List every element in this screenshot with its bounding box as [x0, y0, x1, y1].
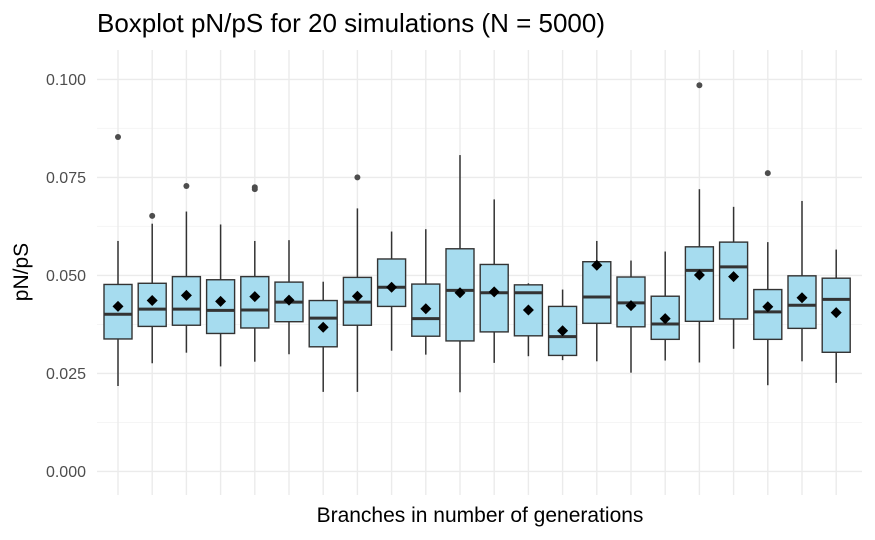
outlier-point — [354, 174, 361, 181]
mean-marker — [454, 287, 466, 299]
y-tick-label: 0.075 — [46, 170, 86, 187]
mean-marker — [420, 303, 432, 315]
outlier-point — [183, 183, 190, 190]
outlier-point — [115, 134, 121, 141]
mean-marker — [488, 286, 500, 298]
mean-marker — [796, 292, 808, 304]
box-group — [650, 251, 680, 361]
box-group — [787, 200, 817, 362]
outlier-point — [251, 186, 258, 193]
y-tick-label: 0.050 — [46, 268, 86, 285]
x-axis-title: Branches in number of generations — [317, 504, 644, 527]
mean-marker — [693, 269, 705, 281]
y-tick-label: 0.025 — [46, 366, 86, 383]
y-tick-label: 0.000 — [46, 464, 86, 481]
box-group — [376, 231, 407, 351]
box-group — [582, 240, 612, 362]
outlier-point — [764, 170, 771, 177]
boxes-layer — [103, 82, 851, 393]
mean-marker — [728, 271, 740, 283]
mean-marker — [659, 313, 671, 325]
box-group — [171, 183, 202, 353]
mean-marker — [146, 295, 158, 307]
box-group — [342, 174, 373, 392]
box-group — [616, 260, 646, 373]
mean-marker — [830, 307, 842, 319]
box-iqr — [240, 275, 270, 329]
outlier-point — [696, 82, 703, 89]
mean-marker — [591, 259, 603, 271]
chart-title: Boxplot pN/pS for 20 simulations (N = 50… — [97, 8, 605, 38]
box-iqr — [753, 288, 783, 341]
mean-marker — [112, 300, 124, 312]
box-iqr — [479, 263, 509, 333]
box-group — [718, 206, 749, 349]
mean-marker — [386, 281, 398, 293]
box-group — [274, 240, 304, 355]
box-group — [411, 229, 441, 355]
mean-marker — [351, 290, 363, 302]
mean-marker — [557, 325, 569, 337]
box-group — [205, 224, 236, 367]
mean-marker — [625, 300, 637, 312]
y-axis: 0.000 0.025 0.050 0.075 0.100 — [46, 72, 86, 481]
box-group — [753, 170, 783, 386]
mean-marker — [317, 321, 329, 333]
mean-marker — [283, 294, 295, 306]
box-iqr — [650, 295, 680, 341]
box-iqr — [171, 275, 202, 326]
box-group — [103, 134, 133, 387]
mean-marker — [249, 291, 261, 303]
box-group — [684, 82, 715, 363]
mean-marker — [180, 289, 192, 301]
box-group — [445, 155, 475, 393]
box-group — [479, 199, 509, 363]
box-group — [308, 281, 338, 392]
box-group — [240, 184, 270, 362]
box-iqr — [582, 261, 612, 324]
box-group — [821, 249, 851, 383]
mean-marker — [522, 304, 534, 316]
box-group — [513, 283, 544, 357]
mean-marker — [215, 295, 227, 307]
outlier-point — [149, 212, 156, 219]
y-tick-label: 0.100 — [46, 72, 86, 89]
box-iqr — [684, 246, 715, 323]
box-group — [137, 212, 167, 364]
box-iqr — [376, 258, 407, 308]
box-group — [547, 289, 578, 361]
y-axis-title: pN/pS — [10, 243, 33, 301]
mean-marker — [762, 301, 774, 313]
